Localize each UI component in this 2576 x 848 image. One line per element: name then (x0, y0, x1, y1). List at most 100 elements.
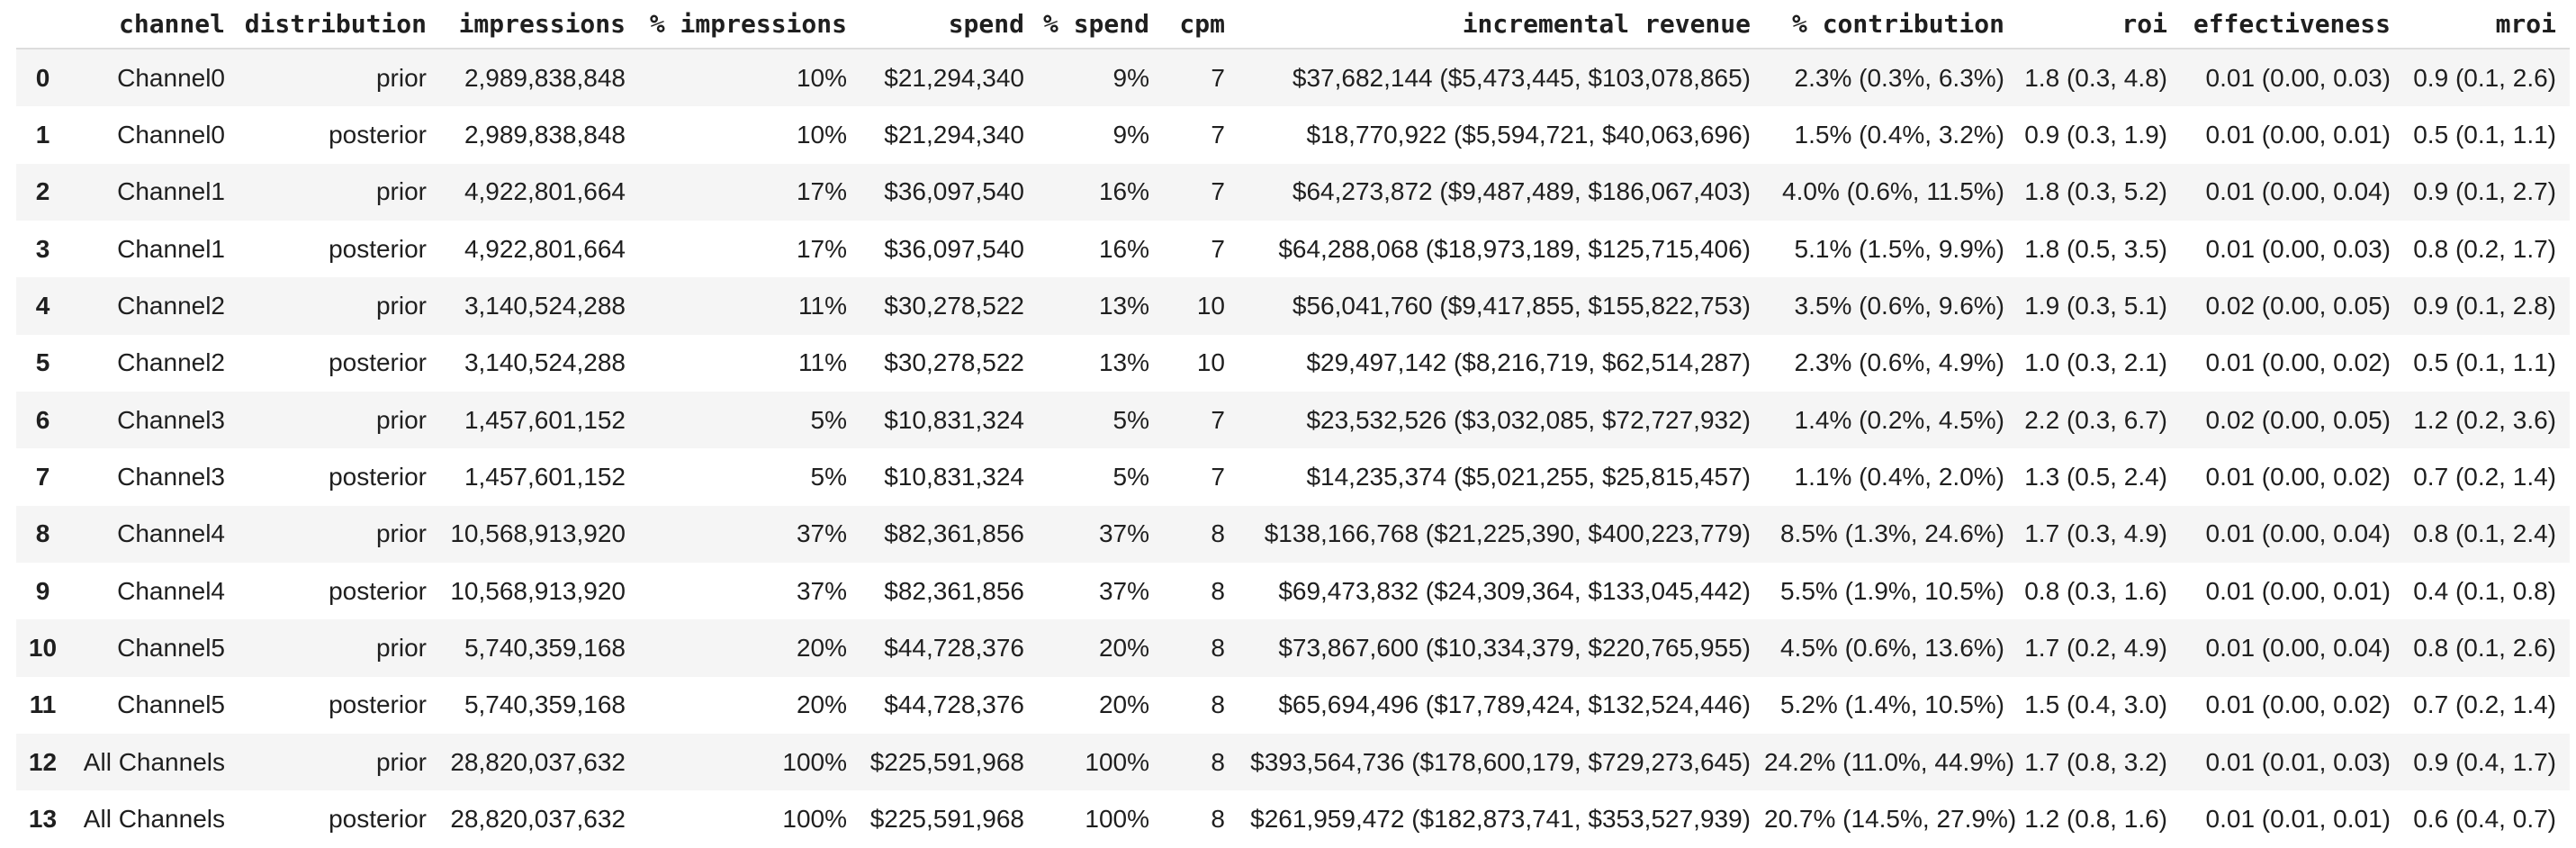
cell-roi: 1.2 (0.8, 1.6) (2024, 805, 2167, 834)
cell-cpm: 8 (1211, 576, 1225, 605)
cell-roi: 1.0 (0.3, 2.1) (2024, 348, 2167, 377)
cell-roi: 1.8 (0.3, 5.2) (2024, 177, 2167, 206)
cell-incremental-revenue: $73,867,600 ($10,334,379, $220,765,955) (1278, 634, 1751, 663)
cell-cpm: 8 (1211, 805, 1225, 834)
cell-effectiveness: 0.01 (0.00, 0.03) (2205, 234, 2391, 263)
cell-cpm: 8 (1211, 690, 1225, 719)
cell-effectiveness: 0.01 (0.00, 0.04) (2205, 519, 2391, 548)
cell-pct-spend: 20% (1098, 690, 1149, 719)
cell-incremental-revenue: $393,564,736 ($178,600,179, $729,273,645… (1250, 747, 1751, 776)
cell-effectiveness: 0.01 (0.00, 0.02) (2205, 348, 2391, 377)
cell-distribution: prior (375, 519, 427, 548)
cell-pct-impressions: 10% (796, 121, 847, 149)
row-index: 0 (35, 63, 50, 92)
cell-distribution: posterior (329, 805, 427, 834)
cell-mroi: 0.9 (0.1, 2.8) (2413, 292, 2556, 320)
cell-incremental-revenue: $69,473,832 ($24,309,364, $133,045,442) (1278, 576, 1751, 605)
cell-pct-contribution: 20.7% (14.5%, 27.9%) (1764, 805, 2017, 834)
cell-pct-impressions: 11% (798, 292, 847, 320)
row-index: 11 (29, 690, 57, 719)
cell-distribution: posterior (329, 234, 427, 263)
cell-incremental-revenue: $18,770,922 ($5,594,721, $40,063,696) (1306, 121, 1751, 149)
table-row: 13 All Channels posterior 28,820,037,632 100… (16, 790, 2570, 847)
column-header-distribution: distribution (239, 0, 440, 50)
cell-pct-impressions: 100% (782, 805, 847, 834)
cell-pct-spend: 13% (1098, 348, 1149, 377)
cell-spend: $82,361,856 (884, 576, 1024, 605)
row-index: 10 (28, 634, 58, 663)
cell-effectiveness: 0.01 (0.00, 0.03) (2205, 63, 2391, 92)
cell-incremental-revenue: $29,497,142 ($8,216,719, $62,514,287) (1306, 348, 1751, 377)
cell-effectiveness: 0.01 (0.00, 0.01) (2205, 121, 2391, 149)
column-header-cpm: cpm (1163, 0, 1238, 50)
cell-distribution: prior (375, 634, 427, 663)
cell-spend: $10,831,324 (884, 405, 1024, 434)
cell-pct-impressions: 10% (796, 63, 847, 92)
cell-pct-impressions: 11% (798, 348, 847, 377)
cell-pct-spend: 16% (1098, 234, 1149, 263)
cell-pct-impressions: 37% (796, 576, 847, 605)
cell-impressions: 4,922,801,664 (464, 234, 626, 263)
table-row: 3 Channel1 posterior 4,922,801,664 17% $36,09… (16, 221, 2570, 277)
cell-channel: Channel1 (117, 234, 225, 263)
cell-spend: $82,361,856 (884, 519, 1024, 548)
cell-channel: Channel0 (117, 121, 225, 149)
cell-pct-contribution: 5.1% (1.5%, 9.9%) (1794, 234, 2004, 263)
cell-mroi: 0.5 (0.1, 1.1) (2413, 121, 2556, 149)
cell-mroi: 0.9 (0.4, 1.7) (2413, 747, 2556, 776)
cell-cpm: 8 (1211, 634, 1225, 663)
cell-incremental-revenue: $37,682,144 ($5,473,445, $103,078,865) (1292, 63, 1751, 92)
cell-mroi: 0.7 (0.2, 1.4) (2413, 690, 2556, 719)
cell-roi: 1.9 (0.3, 5.1) (2024, 292, 2167, 320)
cell-distribution: posterior (329, 348, 427, 377)
cell-pct-contribution: 24.2% (11.0%, 44.9%) (1764, 747, 2015, 776)
cell-pct-contribution: 1.4% (0.2%, 4.5%) (1794, 405, 2004, 434)
cell-pct-impressions: 20% (796, 634, 847, 663)
cell-impressions: 5,740,359,168 (464, 634, 626, 663)
row-index: 4 (35, 292, 50, 320)
cell-impressions: 3,140,524,288 (464, 348, 626, 377)
cell-pct-contribution: 1.5% (0.4%, 3.2%) (1794, 121, 2004, 149)
cell-roi: 2.2 (0.3, 6.7) (2024, 405, 2167, 434)
column-header-impressions: impressions (440, 0, 639, 50)
cell-mroi: 0.9 (0.1, 2.6) (2413, 63, 2556, 92)
cell-mroi: 1.2 (0.2, 3.6) (2413, 405, 2556, 434)
column-header-pct-spend: % spend (1038, 0, 1163, 50)
cell-cpm: 7 (1211, 63, 1225, 92)
cell-spend: $21,294,340 (884, 121, 1024, 149)
cell-channel: Channel5 (117, 690, 225, 719)
cell-distribution: posterior (329, 463, 427, 492)
cell-roi: 0.9 (0.3, 1.9) (2024, 121, 2167, 149)
row-index: 3 (35, 234, 50, 263)
cell-distribution: prior (375, 292, 427, 320)
cell-channel: All Channels (83, 747, 225, 776)
cell-pct-impressions: 17% (796, 177, 847, 206)
cell-spend: $30,278,522 (884, 348, 1024, 377)
column-header-index (16, 0, 69, 50)
cell-mroi: 0.7 (0.2, 1.4) (2413, 463, 2556, 492)
cell-spend: $36,097,540 (884, 177, 1024, 206)
cell-mroi: 0.4 (0.1, 0.8) (2413, 576, 2556, 605)
cell-roi: 0.8 (0.3, 1.6) (2024, 576, 2167, 605)
column-header-roi: roi (2018, 0, 2181, 50)
table-row: 1 Channel0 posterior 2,989,838,848 10% $21,29… (16, 106, 2570, 163)
cell-pct-spend: 5% (1112, 463, 1149, 492)
cell-pct-impressions: 5% (810, 405, 847, 434)
cell-roi: 1.7 (0.3, 4.9) (2024, 519, 2167, 548)
cell-incremental-revenue: $23,532,526 ($3,032,085, $72,727,932) (1306, 405, 1751, 434)
cell-impressions: 4,922,801,664 (464, 177, 626, 206)
column-header-mroi: mroi (2404, 0, 2570, 50)
cell-pct-contribution: 1.1% (0.4%, 2.0%) (1794, 463, 2004, 492)
cell-pct-impressions: 17% (796, 234, 847, 263)
cell-incremental-revenue: $138,166,768 ($21,225,390, $400,223,779) (1264, 519, 1751, 548)
table-row: 5 Channel2 posterior 3,140,524,288 11% $30,27… (16, 335, 2570, 392)
cell-roi: 1.3 (0.5, 2.4) (2024, 463, 2167, 492)
cell-pct-impressions: 5% (810, 463, 847, 492)
cell-pct-impressions: 20% (796, 690, 847, 719)
cell-effectiveness: 0.01 (0.00, 0.04) (2205, 634, 2391, 663)
cell-impressions: 28,820,037,632 (450, 805, 626, 834)
cell-effectiveness: 0.01 (0.00, 0.01) (2205, 576, 2391, 605)
row-index: 9 (35, 576, 50, 605)
cell-pct-contribution: 4.0% (0.6%, 11.5%) (1782, 177, 2004, 206)
